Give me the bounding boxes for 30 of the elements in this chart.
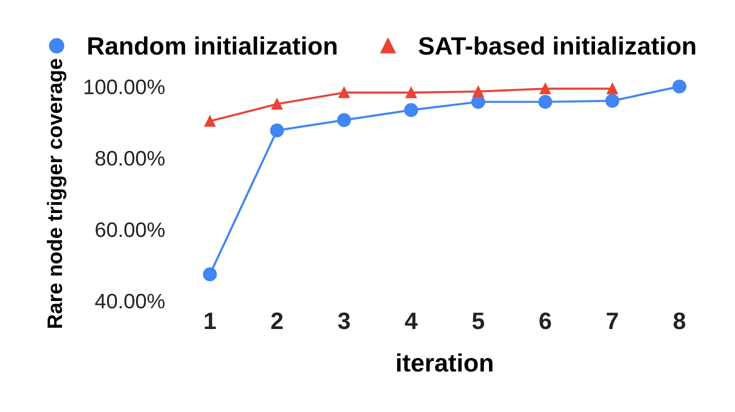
legend-label: SAT-based initialization: [418, 36, 696, 55]
x-tick-label: 3: [338, 312, 350, 330]
point: [204, 116, 216, 127]
y-tick-label: 40.00%: [95, 294, 165, 309]
point: [271, 98, 283, 110]
point: [605, 94, 620, 108]
x-tick-label: 4: [404, 312, 418, 329]
x-tick-label: 6: [540, 312, 551, 330]
point: [404, 103, 418, 118]
y-tick-label: 100.00%: [84, 80, 165, 94]
x-tick-label: 1: [204, 312, 216, 329]
x-tick-label: 2: [271, 312, 283, 329]
point: [472, 86, 484, 98]
legend-label: Random initialization: [88, 36, 336, 55]
point: [606, 83, 618, 94]
point: [338, 87, 350, 98]
point: [406, 87, 417, 98]
x-tick-label: 7: [606, 312, 618, 329]
x-tick-label: 5: [472, 312, 484, 330]
point: [337, 113, 352, 128]
point: [270, 123, 284, 138]
y-tick-label: 80.00%: [96, 150, 165, 166]
x-tick-label: 8: [674, 312, 686, 330]
y-axis-title: Rare node trigger coverage: [46, 58, 66, 328]
point: [538, 94, 552, 109]
point: [540, 83, 551, 94]
point: [672, 80, 686, 94]
x-axis-title: iteration: [397, 353, 492, 372]
y-tick-label: 60.00%: [96, 222, 165, 238]
point: [202, 267, 217, 282]
